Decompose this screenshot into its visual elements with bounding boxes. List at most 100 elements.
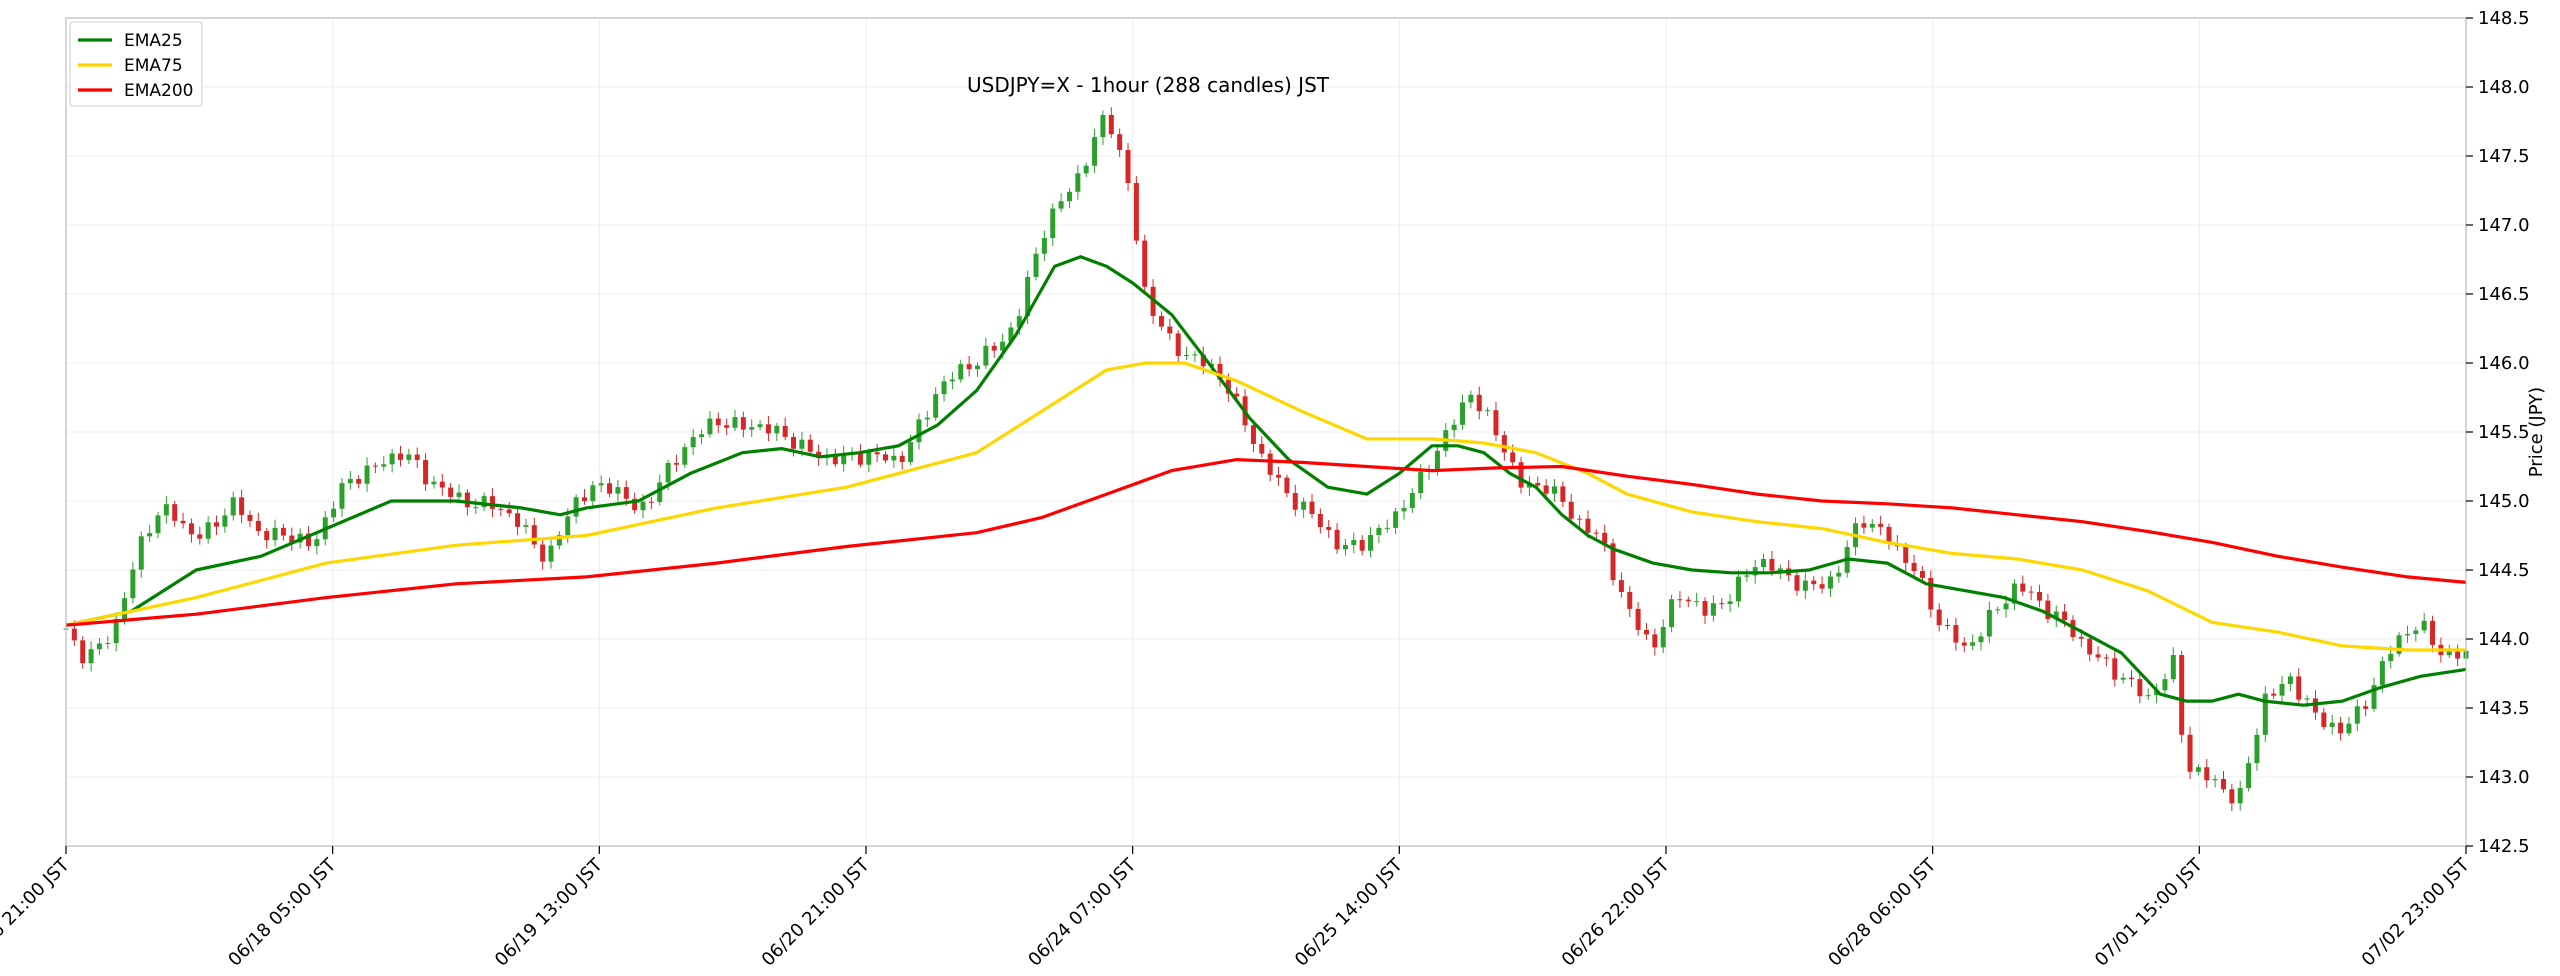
candle-body [1577, 518, 1583, 520]
candle-body [331, 508, 337, 518]
x-tick-label: 06/20 21:00 JST [758, 854, 875, 971]
candle-body [2254, 734, 2260, 764]
candle-body [1100, 114, 1106, 138]
candle-body [2304, 698, 2310, 700]
candle-body [2145, 695, 2151, 697]
candle-body [908, 442, 914, 463]
candle-body [749, 427, 755, 430]
candle-body [958, 364, 964, 380]
candle-body [782, 425, 788, 437]
ema-lines [65, 255, 2467, 707]
candle-body [1368, 534, 1374, 551]
y-tick-label: 144.0 [2478, 629, 2530, 650]
candle-body [1468, 394, 1474, 403]
candle-body [414, 454, 420, 460]
chart-title: USDJPY=X - 1hour (288 candles) JST [967, 73, 1330, 97]
candle-body [2371, 685, 2377, 709]
candle-body [1493, 410, 1499, 436]
candle-body [1401, 507, 1407, 512]
candle-body [1434, 450, 1440, 471]
candle-body [1761, 558, 1767, 568]
candle-body [272, 527, 278, 541]
candle-body [80, 640, 86, 664]
candle-body [1593, 532, 1599, 534]
candle-body [1225, 379, 1231, 394]
x-tick-label: 06/18 05:00 JST [224, 854, 341, 971]
candle-body [339, 483, 345, 509]
candle-body [2170, 655, 2176, 680]
candle-body [2329, 722, 2335, 727]
x-tick-label: 06/19 13:00 JST [491, 854, 608, 971]
candle-body [464, 492, 470, 508]
candle-body [498, 508, 504, 510]
candle-body [1643, 629, 1649, 635]
candle-body [1476, 394, 1482, 412]
candle-body [598, 483, 604, 486]
candle-body [949, 379, 955, 382]
ema200-line [65, 458, 2467, 627]
candle-body [372, 465, 378, 467]
candle-body [715, 418, 721, 426]
candle-body [556, 535, 562, 546]
candle-body [1158, 316, 1164, 327]
candle-body [2045, 600, 2051, 620]
candle-body [214, 522, 220, 527]
candle-body [163, 504, 169, 516]
candle-body [96, 643, 102, 650]
candle-body [607, 483, 613, 494]
candle-body [1694, 601, 1700, 603]
candle-body [740, 417, 746, 430]
candle-body [565, 516, 571, 536]
candle-body [205, 522, 211, 539]
candle-body [2204, 767, 2210, 781]
candle-body [1125, 149, 1131, 183]
candle-body [147, 533, 153, 537]
candle-body [765, 424, 771, 434]
candle-body [1627, 592, 1633, 609]
candle-body [1384, 527, 1390, 529]
candle-body [1041, 237, 1047, 254]
candle-body [1669, 599, 1675, 628]
candle-body [1000, 341, 1006, 351]
candle-body [1710, 603, 1716, 616]
candle-body [130, 569, 136, 599]
y-tick-label: 145.0 [2478, 491, 2530, 512]
candle-body [515, 513, 521, 527]
candle-body [1535, 482, 1541, 486]
candle-body [1376, 527, 1382, 535]
candle-body [523, 525, 529, 527]
y-tick-label: 147.0 [2478, 215, 2530, 236]
candle-body [916, 419, 922, 443]
candle-body [456, 492, 462, 497]
candle-body [941, 381, 947, 395]
candle-body [1117, 134, 1123, 150]
candle-body [439, 481, 445, 488]
candle-body [506, 509, 512, 514]
candle-body [2011, 583, 2017, 604]
candle-body [2112, 658, 2118, 680]
candle-body [1602, 532, 1608, 544]
candle-body [807, 439, 813, 452]
candle-body [2421, 620, 2427, 631]
x-tick-label: 07/01 15:00 JST [2091, 854, 2208, 971]
candle-body [699, 434, 705, 438]
candle-body [1735, 576, 1741, 602]
candle-body [1518, 462, 1524, 488]
candle-body [1418, 471, 1424, 494]
candle-body [1928, 577, 1934, 610]
candle-body [1167, 326, 1173, 334]
candle-body [2062, 611, 2068, 621]
grid [65, 17, 2467, 847]
candle-body [1978, 636, 1984, 643]
candle-body [188, 523, 194, 535]
candle-body [2237, 788, 2243, 804]
candle-body [1267, 453, 1273, 475]
candle-body [2246, 763, 2252, 789]
y-tick-label: 148.5 [2478, 8, 2530, 29]
candle-body [138, 536, 144, 570]
candle-body [548, 545, 554, 562]
candle-body [933, 394, 939, 418]
candle-body [1836, 572, 1842, 577]
candle-body [1025, 276, 1031, 317]
candles [63, 107, 2469, 812]
